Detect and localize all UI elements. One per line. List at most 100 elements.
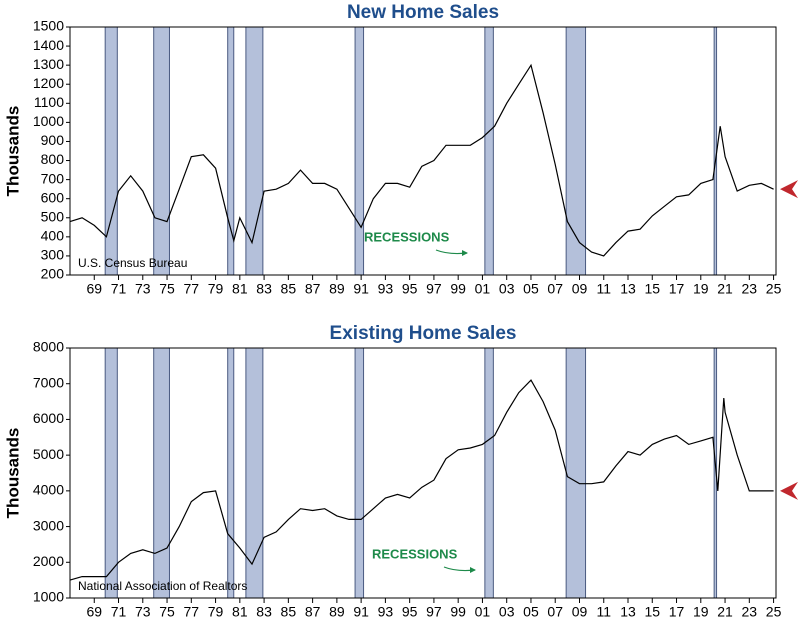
x-tick-label: 21 — [717, 604, 733, 620]
x-tick-label: 69 — [86, 604, 102, 620]
x-tick-label: 85 — [281, 281, 297, 297]
x-tick-label: 23 — [742, 281, 758, 297]
x-tick-label: 77 — [184, 604, 200, 620]
y-tick-label: 5000 — [33, 446, 64, 462]
y-axis-label: Thousands — [3, 106, 22, 197]
x-tick-label: 01 — [475, 604, 491, 620]
x-tick-label: 19 — [693, 281, 709, 297]
y-tick-label: 8000 — [33, 339, 64, 355]
x-tick-label: 19 — [693, 604, 709, 620]
y-tick-label: 1500 — [33, 18, 64, 34]
x-tick-label: 93 — [378, 281, 394, 297]
x-tick-label: 17 — [669, 281, 685, 297]
x-tick-label: 25 — [766, 281, 782, 297]
y-tick-label: 3000 — [33, 517, 64, 533]
x-tick-label: 89 — [329, 281, 345, 297]
x-tick-label: 71 — [111, 281, 127, 297]
y-tick-label: 600 — [41, 189, 65, 205]
x-tick-label: 05 — [523, 604, 539, 620]
y-tick-label: 1200 — [33, 75, 64, 91]
annotation-arrowhead — [470, 567, 476, 573]
recession-band — [484, 347, 494, 599]
x-tick-label: 99 — [450, 604, 466, 620]
x-tick-label: 97 — [426, 604, 442, 620]
y-tick-label: 800 — [41, 151, 65, 167]
x-tick-label: 09 — [572, 604, 588, 620]
recession-band — [565, 26, 587, 276]
latest-marker — [780, 481, 798, 500]
recession-band — [245, 26, 264, 276]
y-tick-label: 900 — [41, 132, 65, 148]
x-tick-label: 11 — [596, 604, 611, 620]
x-tick-label: 15 — [644, 281, 660, 297]
y-tick-label: 6000 — [33, 410, 64, 426]
recession-band — [484, 26, 494, 276]
line-series — [69, 63, 774, 257]
y-tick-label: 300 — [41, 247, 65, 263]
y-tick-label: 1400 — [33, 37, 64, 53]
x-tick-label: 73 — [135, 281, 151, 297]
x-tick-label: 11 — [596, 281, 611, 297]
y-tick-label: 1300 — [33, 56, 64, 72]
y-tick-label: 200 — [41, 266, 65, 282]
y-tick-label: 1100 — [34, 94, 64, 110]
x-tick-label: 69 — [86, 281, 102, 297]
recession-band — [354, 347, 365, 599]
x-tick-label: 17 — [669, 604, 685, 620]
x-tick-label: 09 — [572, 281, 588, 297]
x-tick-label: 71 — [111, 604, 127, 620]
chart-title: Existing Home Sales — [330, 323, 517, 344]
recession-band — [565, 347, 587, 599]
latest-marker — [780, 180, 798, 199]
x-tick-label: 23 — [742, 604, 758, 620]
recession-band — [153, 347, 170, 599]
recession-band — [104, 26, 118, 276]
y-tick-label: 4000 — [33, 482, 64, 498]
y-tick-label: 1000 — [33, 113, 64, 129]
x-tick-label: 13 — [620, 281, 636, 297]
x-tick-label: 25 — [766, 604, 782, 620]
x-tick-label: 83 — [256, 281, 272, 297]
recession-band — [227, 347, 235, 599]
recession-band — [104, 347, 118, 599]
plot-frame — [69, 26, 777, 276]
x-tick-label: 95 — [402, 604, 418, 620]
source-note: U.S. Census Bureau — [78, 256, 187, 270]
x-tick-label: 99 — [450, 281, 466, 297]
x-tick-label: 79 — [208, 604, 224, 620]
x-tick-label: 85 — [281, 604, 297, 620]
recession-band — [245, 347, 264, 599]
x-tick-label: 75 — [159, 281, 175, 297]
recession-band — [354, 26, 365, 276]
x-tick-label: 21 — [717, 281, 733, 297]
y-axis-label: Thousands — [3, 428, 22, 519]
x-tick-label: 91 — [353, 604, 369, 620]
x-tick-label: 15 — [644, 604, 660, 620]
x-tick-label: 81 — [232, 281, 248, 297]
x-tick-label: 05 — [523, 281, 539, 297]
x-tick-label: 79 — [208, 281, 224, 297]
x-tick-label: 03 — [499, 281, 515, 297]
x-tick-label: 81 — [232, 604, 248, 620]
line-series — [69, 379, 774, 581]
x-tick-label: 73 — [135, 604, 151, 620]
x-tick-label: 07 — [547, 604, 563, 620]
annotation: RECESSIONS — [372, 546, 458, 561]
x-tick-label: 75 — [159, 604, 175, 620]
y-tick-label: 700 — [41, 170, 65, 186]
x-tick-label: 77 — [184, 281, 200, 297]
plot-frame — [69, 347, 777, 599]
y-tick-label: 2000 — [33, 553, 64, 569]
x-tick-label: 87 — [305, 604, 321, 620]
x-tick-label: 91 — [353, 281, 369, 297]
x-tick-label: 03 — [499, 604, 515, 620]
annotation-arrowhead — [462, 250, 468, 256]
x-tick-label: 01 — [475, 281, 491, 297]
y-tick-label: 500 — [41, 208, 65, 224]
x-tick-label: 13 — [620, 604, 636, 620]
x-tick-label: 97 — [426, 281, 442, 297]
x-tick-label: 93 — [378, 604, 394, 620]
recession-band — [153, 26, 170, 276]
x-tick-label: 07 — [547, 281, 563, 297]
